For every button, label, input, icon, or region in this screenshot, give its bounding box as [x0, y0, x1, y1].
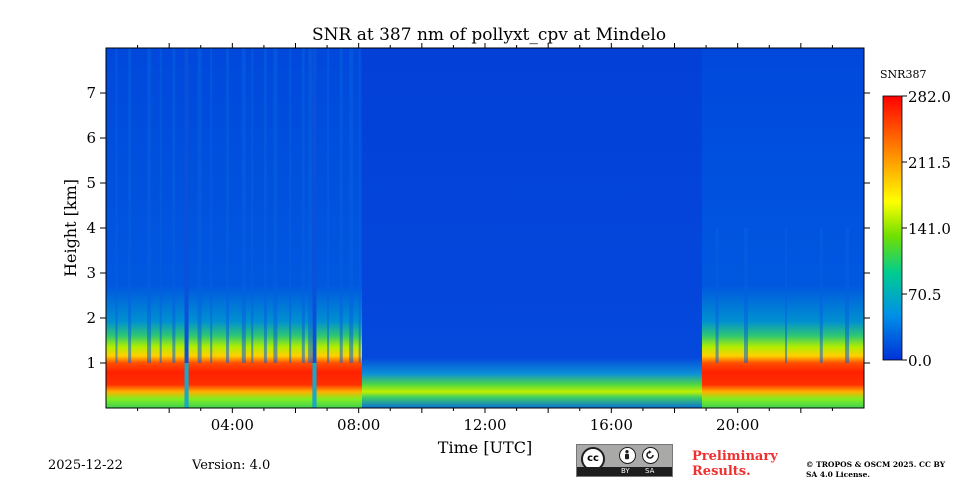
colorbar-ticks: 0.0 70.5 141.0 211.5 282.0	[902, 88, 951, 370]
heatmap-streak	[819, 228, 823, 363]
heatmap-streak	[358, 48, 361, 363]
data-gap	[184, 48, 189, 408]
heatmap-streak	[785, 228, 788, 363]
x-tick-label: 16:00	[590, 416, 633, 434]
share-alike-icon	[642, 447, 659, 464]
colorbar-tick-label: 282.0	[908, 88, 951, 106]
colorbar-tick-label: 141.0	[908, 220, 951, 238]
y-tick-label: 7	[86, 84, 96, 102]
snr-heatmap	[106, 48, 864, 408]
data-gap	[312, 48, 317, 408]
axis-tick-labels: 04:00 08:00 12:00 16:00 20:00 1 2 3 4 5 6 7	[86, 84, 759, 434]
heatmap-streak	[172, 48, 176, 363]
preliminary-results-label: Preliminary Results.	[692, 449, 778, 479]
colorbar	[882, 95, 903, 361]
heatmap-streak	[715, 228, 719, 363]
heatmap-streak	[147, 48, 152, 363]
x-tick-label: 20:00	[716, 416, 759, 434]
person-icon	[619, 447, 636, 464]
copyright-notice: © TROPOS & OSCM 2025. CC BY SA 4.0 Licen…	[806, 460, 946, 479]
y-tick-label: 1	[86, 354, 96, 372]
x-tick-label: 12:00	[463, 416, 506, 434]
heatmap-streaks	[115, 48, 850, 363]
heatmap-streak	[308, 48, 313, 363]
y-tick-label: 6	[86, 129, 96, 147]
heatmap-streak	[251, 48, 254, 363]
heatmap-streak	[743, 228, 748, 363]
x-axis-label: Time [UTC]	[438, 438, 532, 457]
badge-bar	[577, 467, 672, 476]
heatmap-streak	[327, 48, 330, 363]
colorbar-title: SNR387	[880, 68, 927, 81]
data-gap-low	[312, 363, 317, 408]
heatmap-streak	[289, 48, 292, 363]
y-tick-label: 5	[86, 174, 96, 192]
heatmap-streak	[301, 48, 305, 363]
heatmap-streak	[241, 48, 246, 363]
heatmap-night-late	[702, 48, 864, 408]
version-label: Version: 4.0	[192, 458, 271, 473]
colorbar-tick-label: 211.5	[908, 154, 951, 172]
badge-sa-label: SA	[645, 467, 655, 475]
x-tick-label: 08:00	[337, 416, 380, 434]
heatmap-streak	[339, 48, 343, 363]
heatmap-day	[362, 48, 702, 408]
heatmap-night-early	[106, 48, 362, 408]
y-axis-label: Height [km]	[61, 179, 80, 277]
heatmap-streak	[210, 48, 213, 363]
data-gap-low	[184, 363, 189, 408]
heatmap-gaps	[184, 48, 317, 408]
heatmap-streak	[128, 48, 132, 363]
measurement-date: 2025-12-22	[48, 458, 123, 473]
x-tick-label: 04:00	[211, 416, 254, 434]
heatmap-streak	[115, 48, 118, 363]
y-tick-label: 4	[86, 219, 96, 237]
heatmap-streak	[226, 48, 230, 363]
axis-ticks	[100, 43, 870, 413]
heatmap-streak	[349, 48, 354, 363]
colorbar-tick-label: 0.0	[908, 352, 932, 370]
badge-by-label: BY	[621, 467, 630, 475]
cc-license-badge[interactable]: cc BY SA	[576, 444, 673, 477]
y-tick-label: 2	[86, 309, 96, 327]
heatmap-streak	[273, 48, 278, 363]
heatmap-streak	[197, 48, 202, 363]
y-tick-label: 3	[86, 264, 96, 282]
colorbar-tick-label: 70.5	[908, 286, 941, 304]
heatmap-streak	[845, 228, 850, 363]
heatmap-streak	[263, 48, 267, 363]
heatmap-streak	[159, 48, 162, 363]
chart-title: SNR at 387 nm of pollyxt_cpv at Mindelo	[312, 25, 667, 45]
